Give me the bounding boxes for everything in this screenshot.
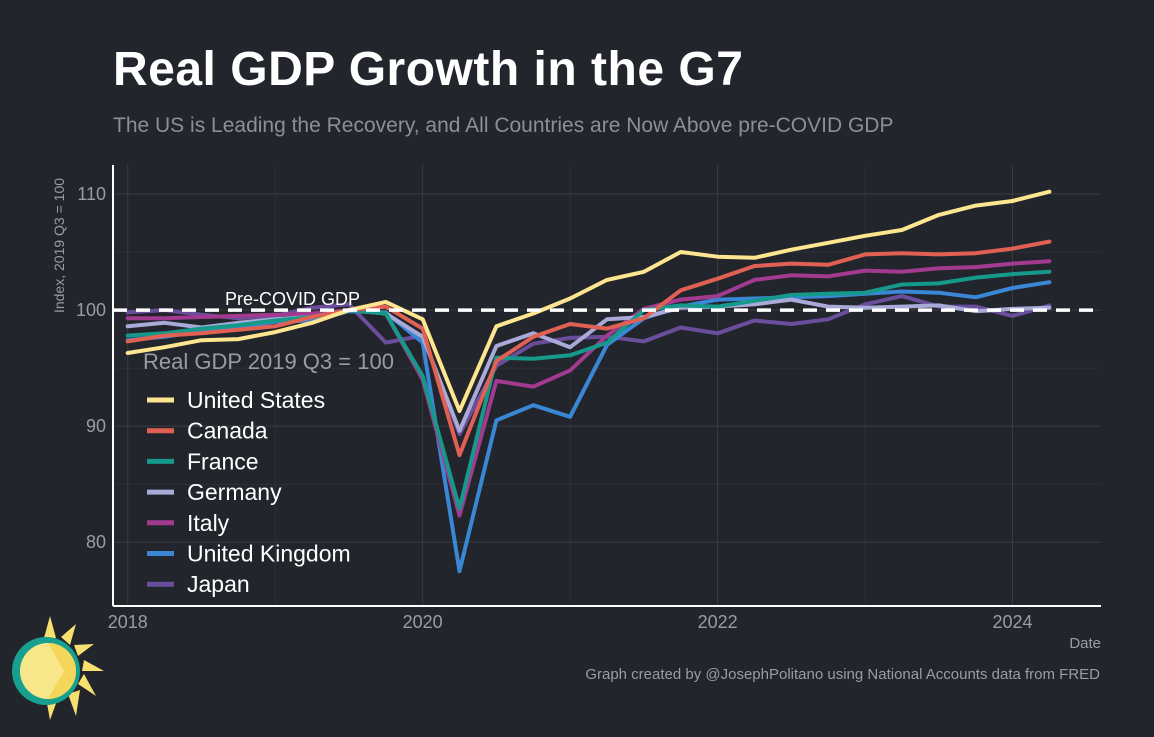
series-line-france (125, 269, 1052, 511)
pre-covid-label: Pre-COVID GDP (225, 289, 360, 309)
y-tick-label: 90 (86, 416, 106, 436)
y-tick-label: 110 (77, 184, 106, 204)
legend-label: United States (187, 387, 325, 413)
x-tick-label: 2020 (403, 612, 443, 632)
credit-text: Graph created by @JosephPolitano using N… (585, 666, 1100, 683)
legend-label: Japan (187, 571, 250, 597)
legend-label: Italy (187, 510, 230, 536)
x-tick-label: 2018 (108, 612, 148, 632)
y-tick-label: 80 (86, 532, 106, 552)
series-group: Pre-COVID GDP (113, 189, 1101, 574)
series-line-united-states (125, 189, 1052, 413)
page-subtitle: The US is Leading the Recovery, and All … (113, 114, 894, 137)
axes: 2018 2020 2022 2024 80 90 100 110 Date Index, 201… (51, 165, 1101, 652)
legend-label: Canada (187, 418, 268, 444)
x-tick-label: 2024 (992, 612, 1032, 632)
legend-label: France (187, 448, 259, 474)
y-tick-label: 100 (76, 300, 106, 320)
series-line-italy (125, 259, 1052, 518)
y-axis-label: Index, 2019 Q3 = 100 (51, 178, 67, 313)
legend-label: United Kingdom (187, 541, 351, 567)
page-title: Real GDP Growth in the G7 (113, 43, 744, 96)
x-axis-label: Date (1069, 635, 1101, 652)
sun-icon (12, 616, 104, 720)
x-tick-label: 2022 (698, 612, 738, 632)
series-line-canada (125, 239, 1052, 458)
legend-label: Germany (187, 479, 282, 505)
legend-title: Real GDP 2019 Q3 = 100 (143, 349, 394, 374)
legend: Real GDP 2019 Q3 = 100 United States Canad… (143, 349, 394, 597)
